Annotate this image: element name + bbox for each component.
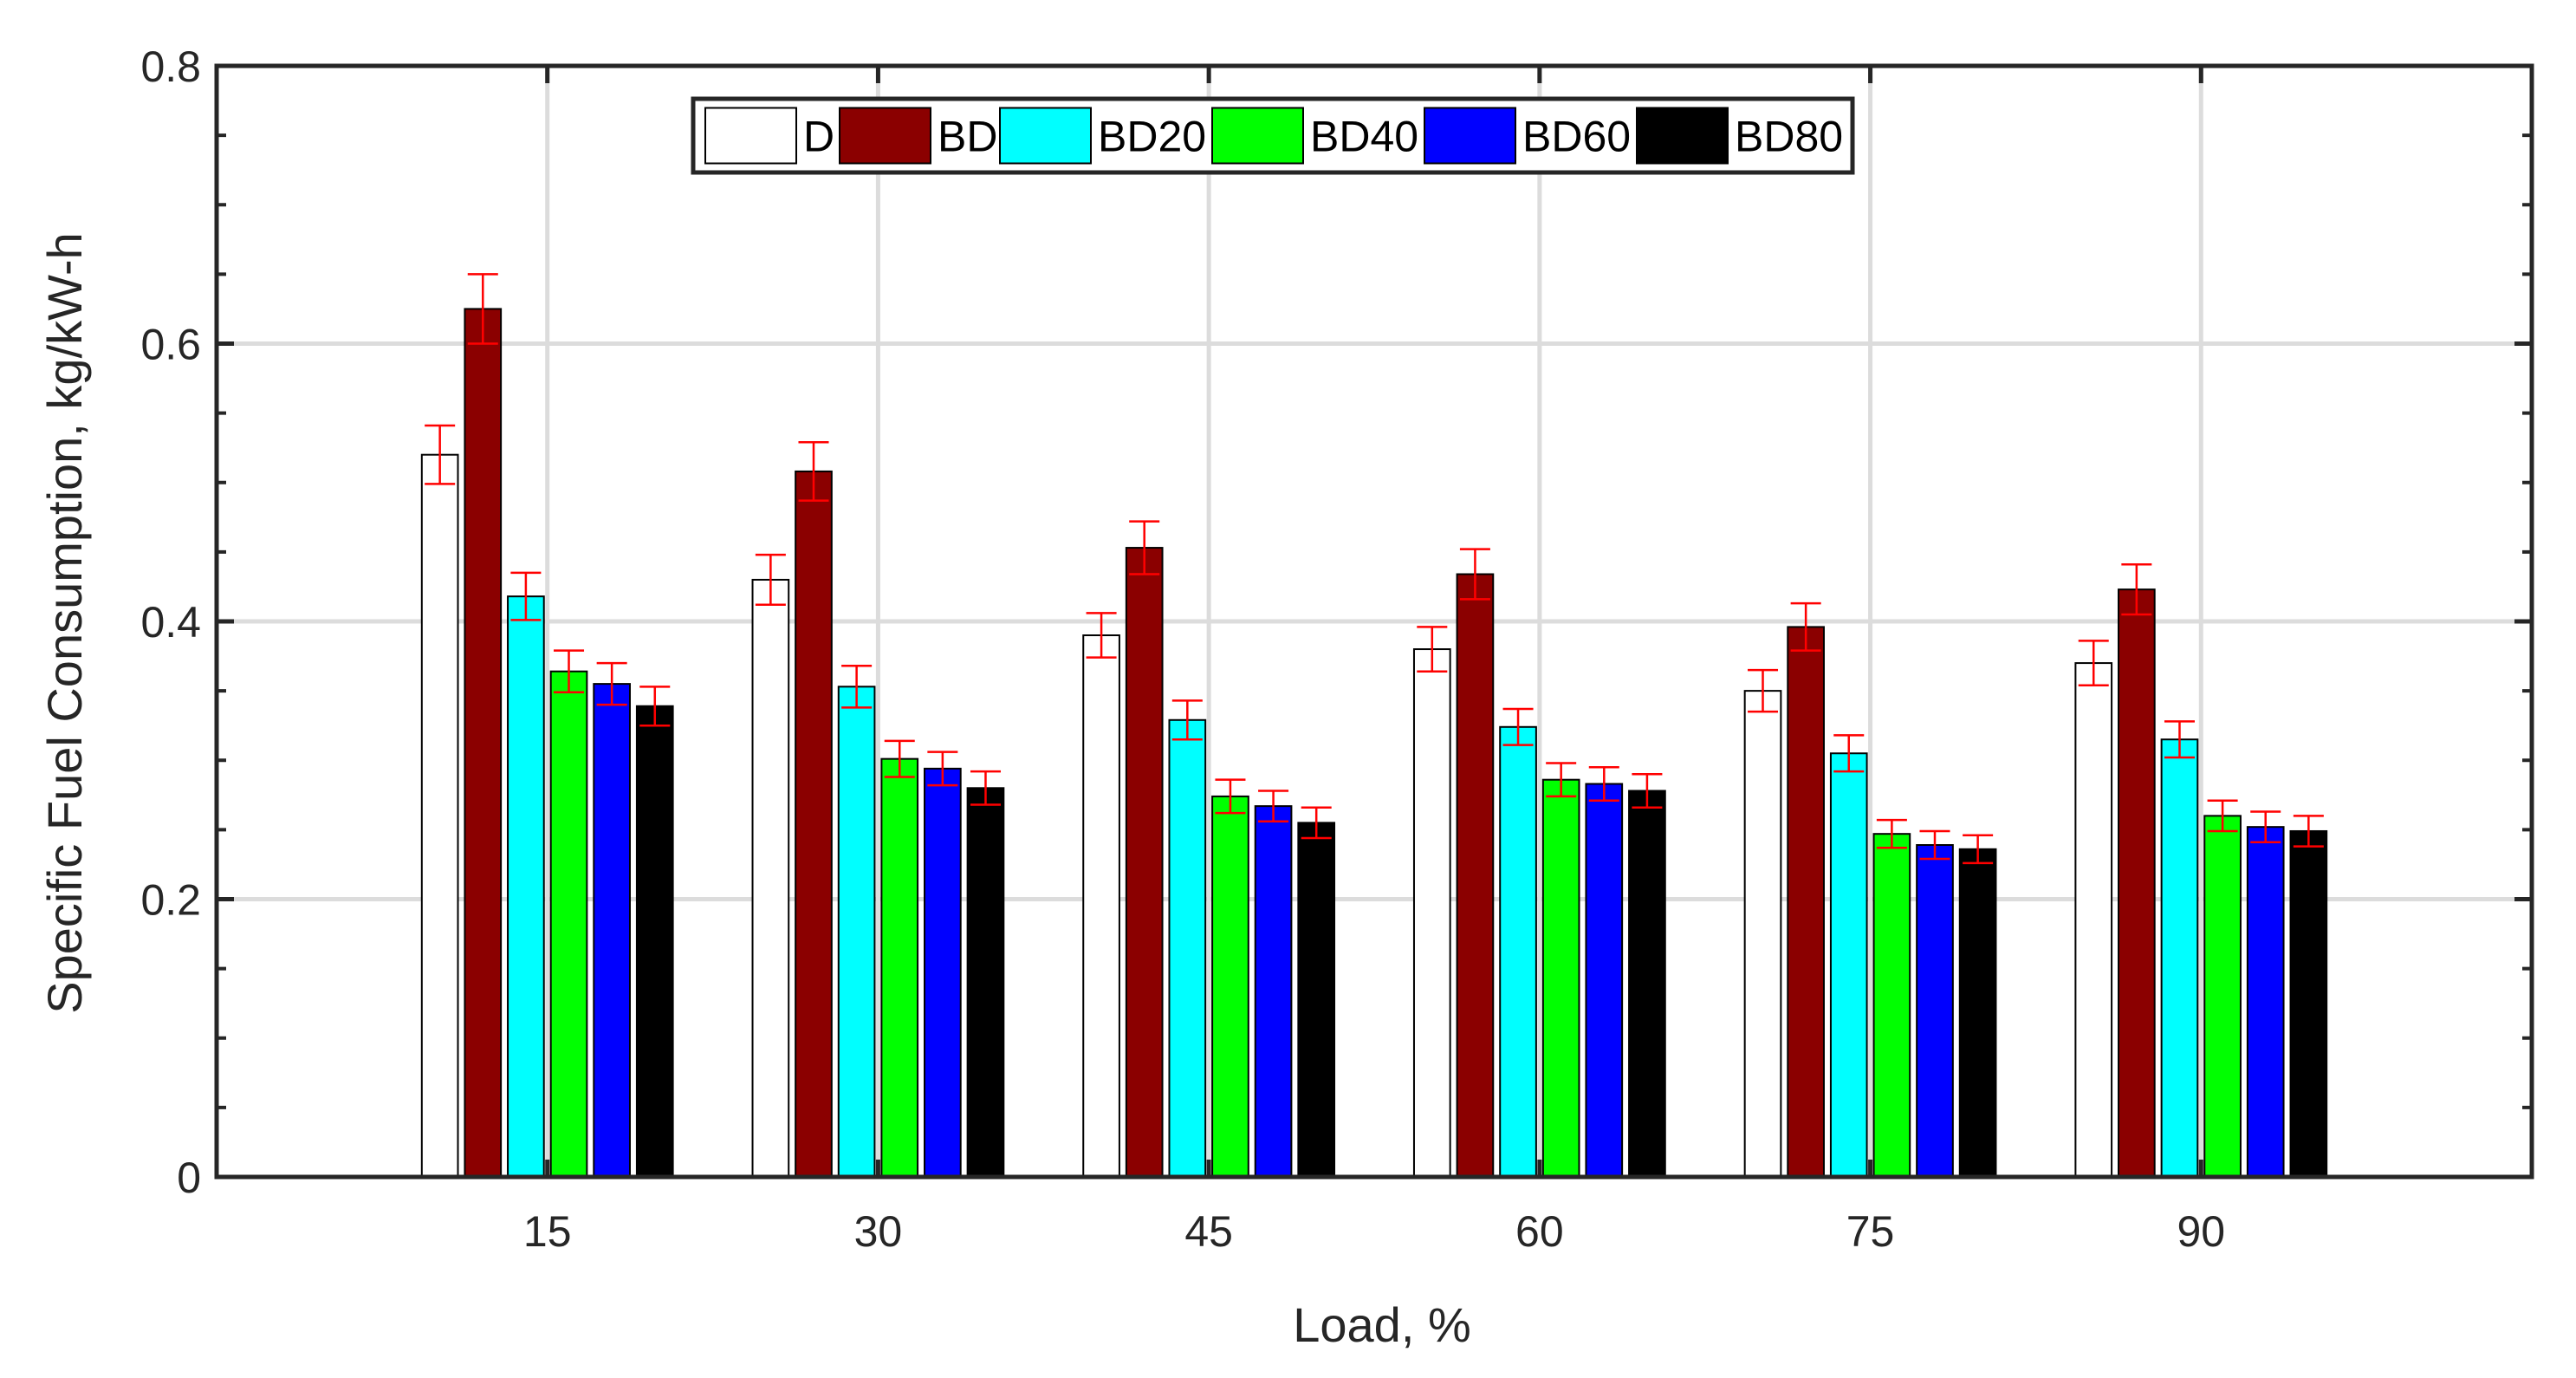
bar xyxy=(2074,662,2113,1178)
legend-label: BD60 xyxy=(1522,113,1631,161)
x-tick-label: 75 xyxy=(1846,1207,1895,1256)
legend-swatch xyxy=(1636,107,1729,165)
bar xyxy=(2160,738,2199,1179)
bar xyxy=(1254,805,1293,1178)
bar xyxy=(1585,783,1624,1178)
legend: D BD BD20 BD40 BD60 BD80 xyxy=(691,96,1855,175)
bar xyxy=(751,578,790,1178)
y-tick-label: 0.6 xyxy=(140,321,201,369)
legend-swatch xyxy=(999,107,1092,165)
bar xyxy=(2246,826,2285,1178)
bar xyxy=(1787,626,1825,1178)
bar xyxy=(1211,795,1249,1178)
bar xyxy=(837,686,876,1178)
x-tick-label: 45 xyxy=(1184,1207,1233,1256)
bar xyxy=(1297,822,1336,1178)
bar xyxy=(2118,588,2156,1178)
bar xyxy=(1168,718,1207,1178)
axes-layer: 0 0.2 0.4 0.6 0.8 15 30 45 60 75 90 xyxy=(140,42,2534,1256)
bar xyxy=(549,670,588,1178)
bar xyxy=(2289,829,2328,1178)
x-tick-label: 60 xyxy=(1515,1207,1564,1256)
legend-swatch xyxy=(1424,107,1516,165)
bar xyxy=(1829,752,1868,1178)
x-tick-label: 15 xyxy=(523,1207,572,1256)
y-tick-label: 0 xyxy=(177,1154,201,1202)
legend-swatch xyxy=(1211,107,1304,165)
legend-label: BD40 xyxy=(1310,113,1418,161)
bar xyxy=(1499,725,1537,1178)
bar xyxy=(1872,833,1911,1178)
bar xyxy=(924,767,962,1178)
bars-layer xyxy=(420,308,2328,1179)
x-tick-label: 30 xyxy=(854,1207,903,1256)
bar xyxy=(1958,848,1997,1178)
legend-label: BD20 xyxy=(1098,113,1206,161)
bar xyxy=(507,595,545,1178)
x-axis-label: Load, % xyxy=(1293,1297,1471,1352)
bar xyxy=(1916,844,1954,1178)
bar xyxy=(593,683,631,1178)
legend-label: D xyxy=(803,113,834,161)
bar xyxy=(1082,634,1120,1178)
bar xyxy=(1743,690,1782,1178)
bar xyxy=(1125,547,1164,1178)
bar xyxy=(420,453,459,1178)
legend-swatch xyxy=(839,107,931,165)
bar xyxy=(1456,573,1495,1178)
bar xyxy=(635,705,674,1178)
y-tick-label: 0.4 xyxy=(140,598,201,647)
bar xyxy=(795,470,833,1178)
bar xyxy=(966,787,1005,1178)
legend-label: BD xyxy=(938,113,997,161)
bar xyxy=(880,757,919,1179)
legend-swatch xyxy=(704,107,797,165)
bar xyxy=(464,308,503,1178)
y-tick-label: 0.8 xyxy=(140,42,201,91)
x-tick-label: 90 xyxy=(2177,1207,2225,1256)
bar xyxy=(1541,778,1580,1178)
bar xyxy=(1412,648,1451,1178)
y-tick-label: 0.2 xyxy=(140,876,201,925)
y-axis-label: Specific Fuel Consumption, kg/kW-h xyxy=(37,232,92,1014)
error-bars-layer xyxy=(425,273,2324,865)
bar xyxy=(2203,815,2242,1178)
bar xyxy=(1628,790,1666,1178)
legend-label: BD80 xyxy=(1735,113,1843,161)
